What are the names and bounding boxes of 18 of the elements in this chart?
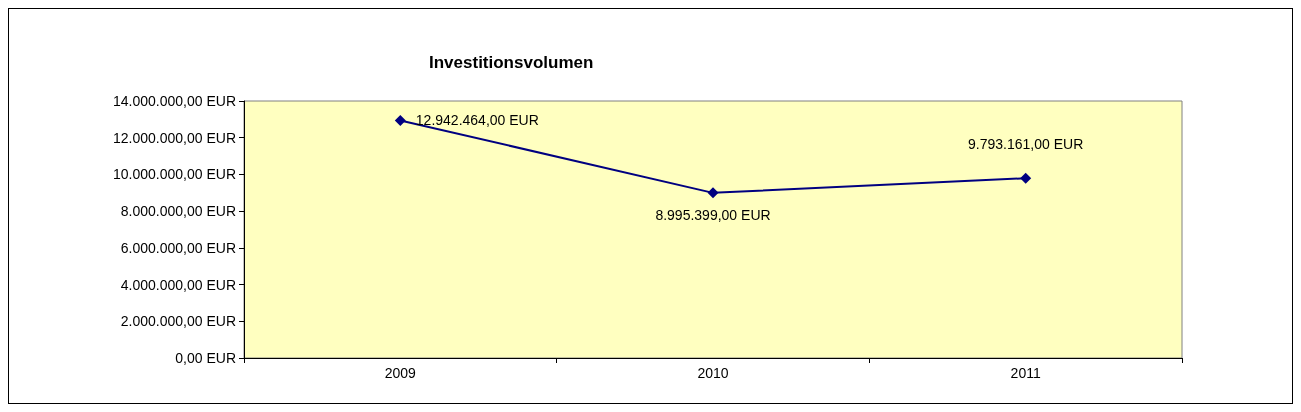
y-tick-label: 10.000.000,00 EUR (113, 166, 236, 183)
y-tick-label: 2.000.000,00 EUR (120, 313, 236, 330)
y-tick-label: 8.000.000,00 EUR (120, 203, 236, 220)
point (1020, 172, 1032, 184)
y-tick-label: 6.000.000,00 EUR (120, 239, 236, 256)
y-tick-label: 4.000.000,00 EUR (120, 276, 236, 293)
chart-title: Investitionsvolumen (429, 53, 594, 72)
data-label: 8.995.399,00 EUR (655, 207, 771, 224)
x-tick-label: 2011 (1010, 365, 1041, 381)
data-label: 9.793.161,00 EUR (968, 135, 1084, 152)
y-tick-label: 14.000.000,00 EUR (113, 93, 236, 109)
point (707, 187, 719, 199)
data-label: 12.942.464,00 EUR (415, 112, 539, 129)
x-tick-label: 2010 (697, 365, 729, 381)
point (394, 114, 406, 126)
y-tick-label: 12.000.000,00 EUR (113, 129, 236, 146)
x-tick-label: 2009 (384, 365, 417, 381)
y-tick-label: 0,00 EUR (175, 350, 236, 366)
